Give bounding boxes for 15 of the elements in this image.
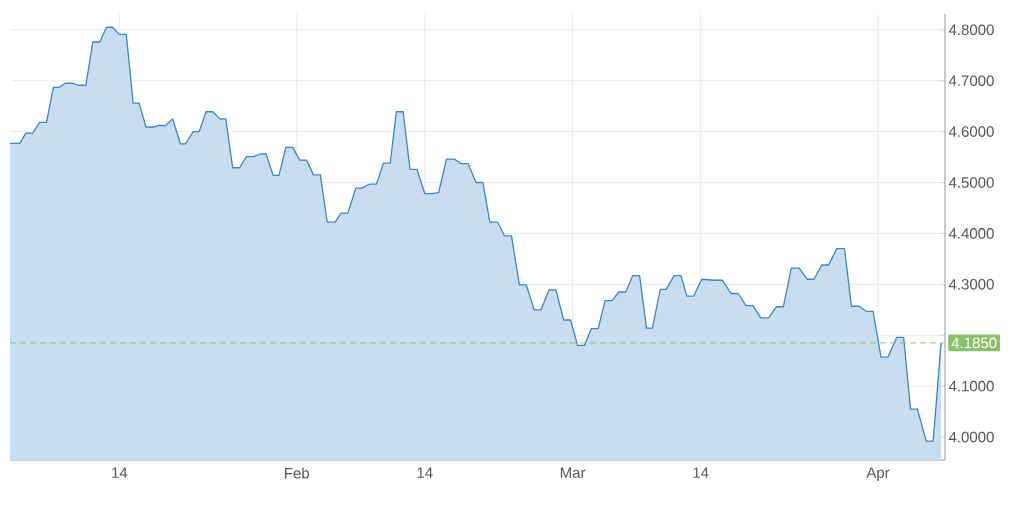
x-tick-label: Apr xyxy=(866,467,890,481)
x-tick-label: 14 xyxy=(693,467,709,478)
y-tick-label: 4.7000 xyxy=(948,75,994,86)
x-tick-label: Mar xyxy=(560,467,586,478)
y-tick-label: 4.6000 xyxy=(948,126,994,137)
x-tick-label: Feb xyxy=(285,467,310,479)
x-tick-label: 14 xyxy=(417,467,433,478)
y-tick-label: 4.3000 xyxy=(948,279,994,290)
x-tick-label: 14 xyxy=(112,467,128,478)
y-tick-label: 4.5000 xyxy=(948,177,994,188)
y-tick-label: 4.4000 xyxy=(948,228,994,239)
y-tick-label: 4.8000 xyxy=(948,24,994,36)
y-tick-label: 4.0000 xyxy=(948,431,994,443)
ref-line-label: 4.1850 xyxy=(951,337,997,349)
y-tick-label: 4.1000 xyxy=(948,380,994,392)
